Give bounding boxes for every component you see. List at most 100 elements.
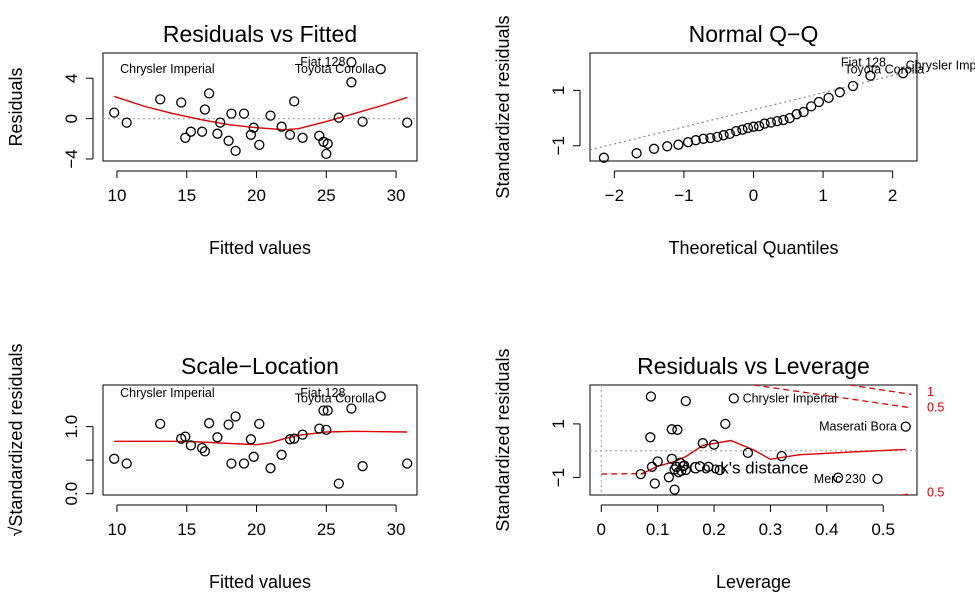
data-point (690, 135, 701, 146)
smoother-line (114, 430, 408, 446)
panel-2: Scale−Location 10 15 20 25 30 Fitted values 0.0… (6, 344, 418, 592)
data-point (813, 96, 825, 108)
data-point (708, 439, 720, 450)
data-point (109, 107, 120, 118)
data-point (196, 126, 208, 137)
data-point (666, 424, 677, 435)
x-tick-label: 30 (387, 186, 406, 205)
data-point (765, 117, 777, 128)
point-label: Merc 230 (814, 472, 866, 486)
data-point (265, 110, 276, 121)
point-label: Toyota Corolla (844, 62, 924, 76)
cooks-contour-segment (601, 472, 647, 475)
data-point (631, 148, 642, 159)
y-axis-label: √Standardized residuals (6, 344, 26, 537)
data-point (673, 139, 684, 150)
chart-title: Normal Q−Q (689, 21, 819, 47)
data-point (333, 478, 344, 489)
data-point (321, 424, 332, 436)
data-point (679, 460, 690, 471)
y-tick-label: 0.0 (62, 482, 81, 506)
x-tick-label: 0.2 (702, 520, 726, 539)
data-point (865, 70, 876, 81)
data-point (203, 418, 215, 429)
data-point (180, 132, 191, 143)
panel-0: Residuals vs Fitted 10 15 20 25 30 Fitted valu… (6, 21, 418, 258)
panel-1: Normal Q−Q −2 −1 0 1 2 Theoretical Quantiles −1… (493, 15, 975, 258)
point-label: Maserati Bora (819, 420, 897, 434)
x-tick-label: 0.1 (646, 520, 670, 539)
data-point (276, 121, 287, 132)
data-point (375, 391, 386, 402)
cooks-contour-label: 0.5 (927, 485, 944, 499)
data-point (212, 128, 223, 139)
plot-area (114, 430, 408, 446)
point-label: Chrysler Imperial (906, 58, 975, 72)
data-point (226, 458, 237, 469)
data-point (226, 108, 237, 119)
data-point (180, 431, 191, 442)
x-axis-label: Theoretical Quantiles (668, 238, 838, 258)
x-tick-label: 10 (107, 186, 126, 205)
data-point (346, 77, 357, 88)
x-tick-label: 25 (317, 520, 336, 539)
y-tick-label: 0 (62, 114, 81, 123)
data-point (322, 138, 333, 149)
data-point (791, 109, 802, 120)
data-point (697, 438, 708, 449)
data-point (289, 96, 300, 107)
x-axis-label: Fitted values (209, 238, 311, 258)
data-point (245, 434, 257, 445)
data-point (375, 63, 386, 75)
data-point (742, 122, 754, 134)
x-axis-label: Fitted values (209, 572, 311, 592)
panel-3: Residuals vs Leverage 0 0.1 0.2 0.3 0.4 0.5 Lev… (493, 348, 944, 592)
point-label: Chrysler Imperial (120, 386, 214, 400)
data-point (720, 418, 731, 430)
data-point (284, 129, 296, 140)
data-point (245, 129, 257, 140)
data-point (680, 464, 691, 476)
data-point (276, 449, 287, 460)
chart-title: Residuals vs Leverage (637, 353, 870, 379)
y-axis-label: Standardized residuals (493, 348, 513, 531)
plot-frame (102, 52, 418, 162)
data-point (648, 143, 660, 154)
data-point (652, 456, 663, 467)
data-point (748, 121, 759, 132)
data-point (357, 461, 368, 472)
data-point (230, 411, 241, 422)
x-tick-label: 25 (317, 186, 336, 205)
data-point (230, 145, 241, 157)
data-point (724, 128, 735, 140)
y-tick-label: 1 (549, 86, 568, 95)
point-label: Fiat 128 (300, 386, 345, 400)
data-point (333, 112, 344, 123)
data-point (121, 458, 132, 469)
data-point (185, 126, 197, 137)
data-point (318, 405, 329, 416)
point-label: Fiat 128 (300, 55, 345, 69)
data-point (847, 80, 859, 92)
data-point (680, 395, 691, 407)
x-tick-label: 10 (107, 520, 126, 539)
data-point (728, 393, 739, 404)
x-tick-label: 0.3 (759, 520, 783, 539)
y-axis-label: Residuals (6, 67, 26, 146)
data-point (649, 478, 660, 489)
point-label: Toyota Corolla (295, 391, 375, 405)
data-point (254, 139, 265, 151)
data-point (712, 131, 723, 143)
data-point (248, 451, 259, 462)
x-tick-label: 30 (387, 520, 406, 539)
data-point (676, 465, 687, 477)
x-tick-label: 2 (888, 186, 897, 205)
cooks-contour-label: 0.5 (927, 400, 944, 414)
data-point (297, 132, 308, 143)
data-point (598, 152, 610, 163)
plot-area (103, 95, 417, 131)
point-label: Fiat 128 (841, 56, 886, 70)
x-tick-label: 0 (749, 186, 758, 205)
data-point (645, 391, 657, 402)
